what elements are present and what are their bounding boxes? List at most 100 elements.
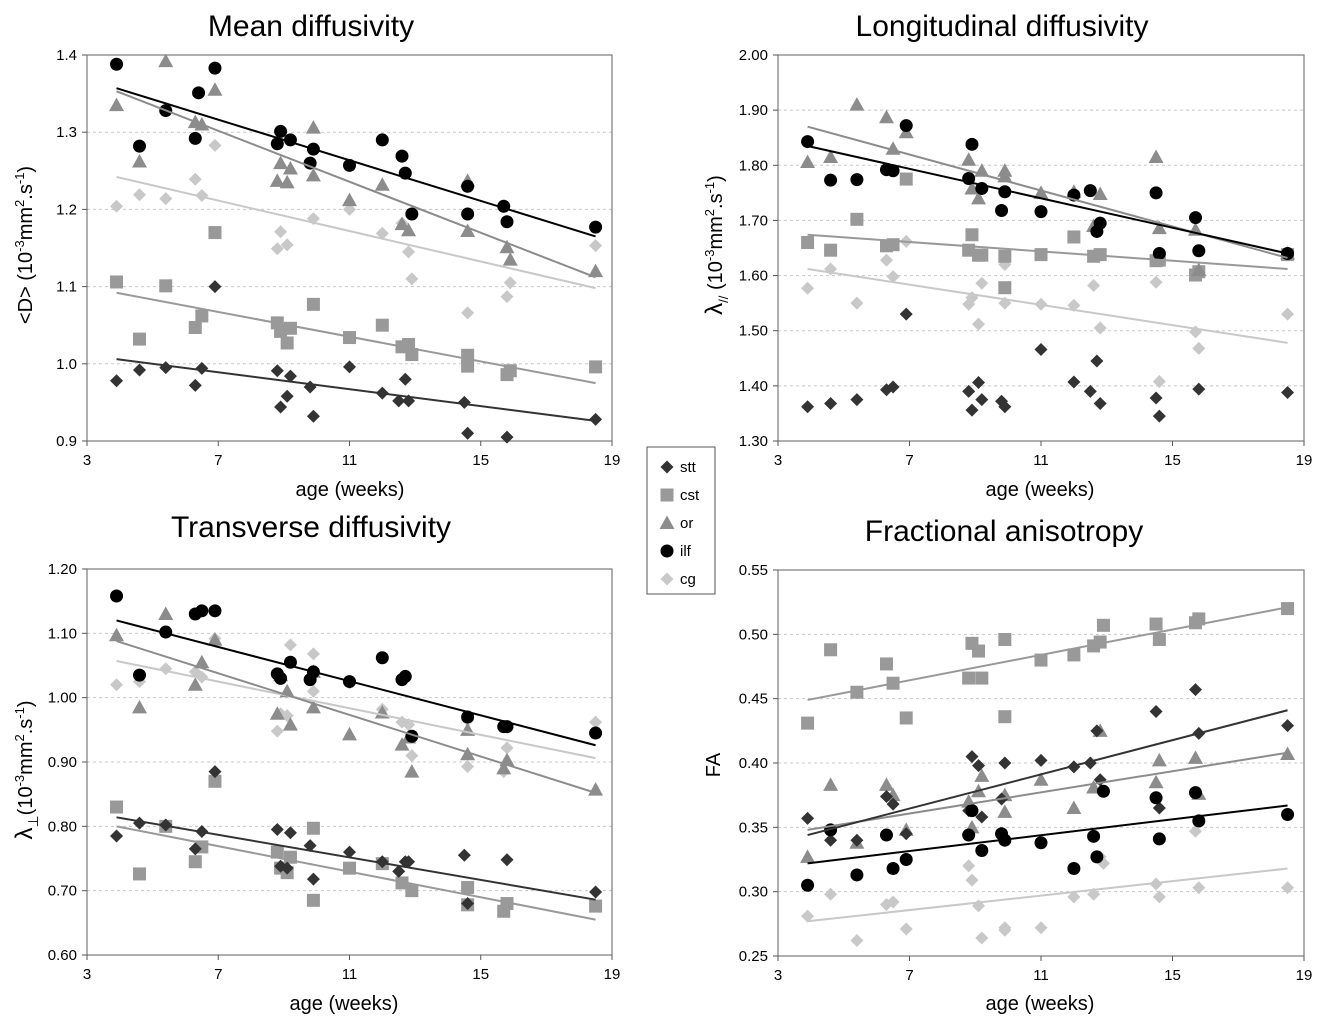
data-point-or bbox=[305, 699, 321, 714]
data-point-or bbox=[800, 154, 816, 168]
data-point-ilf bbox=[1087, 829, 1101, 843]
data-point-or bbox=[305, 120, 321, 134]
data-point-or bbox=[279, 174, 295, 189]
data-point-cst bbox=[405, 348, 419, 362]
y-label-part: FA bbox=[703, 752, 725, 777]
data-point-ilf bbox=[1189, 211, 1203, 225]
data-point-stt bbox=[306, 872, 320, 886]
data-point-stt bbox=[392, 394, 406, 408]
data-point-stt bbox=[1152, 409, 1166, 423]
data-point-stt bbox=[1090, 354, 1104, 368]
trend-line-cst bbox=[116, 825, 596, 921]
data-point-or bbox=[1066, 800, 1082, 815]
data-point-or bbox=[404, 764, 420, 778]
legend-label-ilf: ilf bbox=[680, 543, 692, 560]
data-point-or bbox=[849, 97, 865, 111]
data-point-or bbox=[194, 654, 210, 669]
data-point-or bbox=[109, 627, 125, 642]
data-point-or bbox=[394, 737, 410, 751]
x-tick-label: 15 bbox=[1164, 967, 1181, 984]
x-tick-label: 3 bbox=[83, 452, 91, 469]
data-point-stt bbox=[886, 380, 900, 394]
data-point-stt bbox=[110, 829, 124, 843]
data-point-cst bbox=[899, 172, 913, 186]
data-point-cst bbox=[1281, 602, 1295, 616]
data-point-cg bbox=[208, 138, 222, 152]
data-point-stt bbox=[824, 833, 838, 847]
data-point-ilf bbox=[110, 57, 124, 71]
legend-label-cst: cst bbox=[680, 487, 700, 504]
y-axis-label: λ// (10-3mm2.s-1) bbox=[701, 175, 731, 315]
trend-line-ilf bbox=[116, 619, 596, 747]
data-point-cg bbox=[405, 749, 419, 763]
y-label-part: mm bbox=[15, 742, 37, 775]
data-point-or bbox=[269, 173, 285, 187]
data-point-or bbox=[878, 777, 894, 791]
data-point-cst bbox=[998, 249, 1012, 263]
data-point-or bbox=[800, 849, 816, 863]
trend-line-cg bbox=[116, 176, 596, 290]
data-point-ilf bbox=[1152, 832, 1166, 846]
data-point-stt bbox=[824, 397, 838, 411]
data-point-cg bbox=[306, 647, 320, 661]
y-label-part: ) bbox=[705, 175, 727, 182]
data-point-stt bbox=[589, 885, 603, 899]
data-point-ilf bbox=[850, 868, 864, 882]
data-point-cg bbox=[1281, 307, 1295, 321]
data-point-or bbox=[132, 699, 147, 714]
data-point-cg bbox=[1149, 275, 1163, 289]
data-point-cg bbox=[801, 281, 815, 295]
data-point-ilf bbox=[303, 156, 317, 170]
data-point-stt bbox=[962, 384, 976, 398]
trend-line-cg bbox=[807, 267, 1288, 344]
x-tick-label: 11 bbox=[342, 966, 358, 983]
data-point-cg bbox=[1093, 321, 1107, 335]
data-point-or bbox=[158, 53, 174, 68]
data-point-stt bbox=[208, 765, 222, 779]
x-tick-label: 3 bbox=[774, 967, 782, 984]
data-point-cst bbox=[1152, 632, 1166, 646]
trend-line-or bbox=[116, 640, 596, 794]
y-axis-label: λ⊥(10-3mm2.s-1) bbox=[11, 700, 41, 839]
data-point-cst bbox=[188, 855, 202, 869]
data-point-ilf bbox=[879, 828, 893, 842]
data-point-cst bbox=[110, 275, 124, 289]
data-point-ilf bbox=[110, 589, 124, 603]
data-point-stt bbox=[975, 393, 989, 407]
data-point-stt bbox=[850, 833, 864, 847]
data-point-cst bbox=[1096, 618, 1110, 632]
trend-line-cst bbox=[116, 291, 596, 385]
data-point-or bbox=[460, 223, 476, 238]
data-point-or bbox=[974, 768, 990, 782]
data-point-ilf bbox=[886, 862, 900, 876]
data-point-cg bbox=[343, 202, 356, 216]
data-point-stt bbox=[589, 412, 603, 426]
y-label-part: .s bbox=[15, 184, 37, 200]
data-point-cg bbox=[500, 741, 514, 755]
data-point-cg bbox=[283, 638, 297, 652]
y-label-sub: ⊥ bbox=[25, 815, 41, 827]
data-point-stt bbox=[899, 827, 913, 841]
data-point-cst bbox=[998, 710, 1012, 724]
data-point-stt bbox=[270, 823, 284, 837]
data-point-stt bbox=[998, 756, 1012, 770]
data-point-cst bbox=[461, 880, 475, 894]
x-axis-label: age (weeks) bbox=[986, 479, 1095, 501]
data-point-cg bbox=[879, 253, 893, 267]
data-point-cst bbox=[306, 297, 320, 311]
trend-line-or bbox=[116, 90, 596, 279]
data-point-stt bbox=[886, 797, 900, 811]
data-point-cst bbox=[589, 899, 603, 913]
chart-title: Transverse diffusivity bbox=[171, 511, 451, 544]
data-point-ilf bbox=[1090, 850, 1104, 864]
data-point-or bbox=[997, 804, 1013, 818]
data-point-cst bbox=[824, 643, 838, 657]
data-point-ilf bbox=[1067, 862, 1081, 876]
data-point-stt bbox=[1281, 719, 1295, 733]
data-point-or bbox=[394, 216, 410, 231]
data-point-cst bbox=[1034, 653, 1048, 667]
data-point-ilf bbox=[1192, 244, 1206, 258]
data-point-cg bbox=[1189, 824, 1203, 838]
y-label-part: λ bbox=[701, 303, 728, 315]
